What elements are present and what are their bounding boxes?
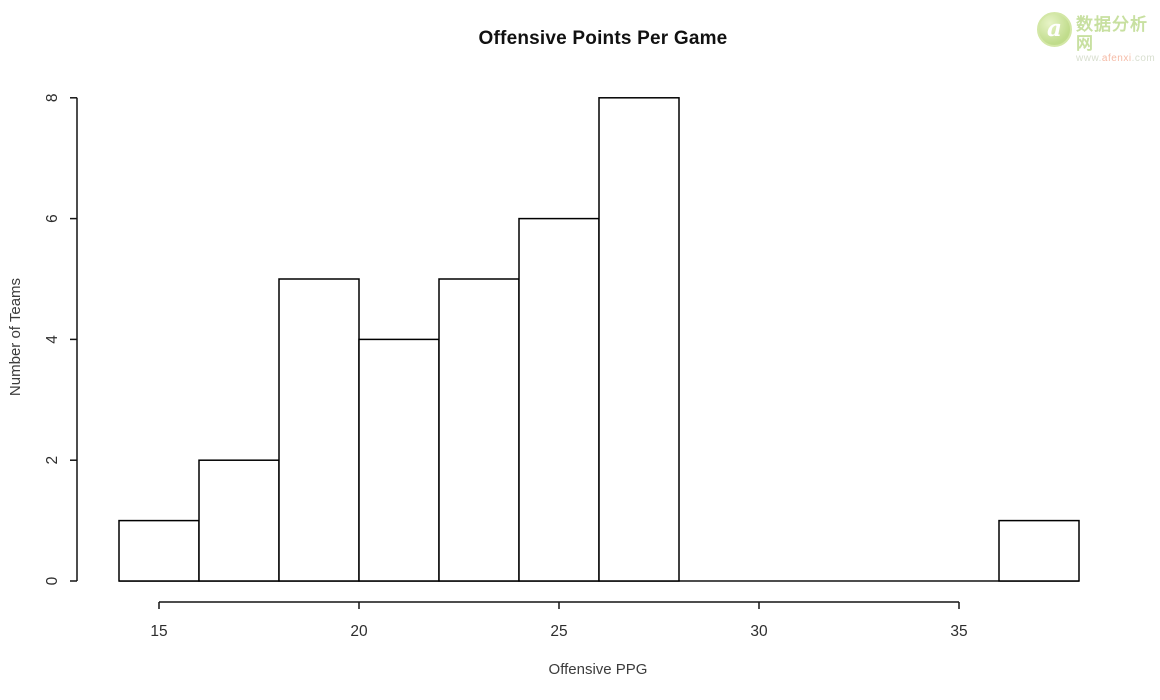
x-tick-label: 30 — [750, 623, 768, 640]
watermark-url-domain: afenxi — [1101, 53, 1132, 64]
histogram-bar — [118, 519, 200, 582]
y-tick-label: 4 — [44, 335, 61, 344]
watermark-url-suffix: .com — [1131, 53, 1156, 64]
histogram-bar — [358, 338, 440, 582]
watermark: a 数据分析网 www.afenxi.com — [1037, 12, 1160, 65]
watermark-url: www.afenxi.com — [1076, 53, 1160, 65]
watermark-logo-icon: a — [1037, 12, 1072, 47]
y-tick-label: 8 — [44, 93, 61, 102]
chart-title: Offensive Points Per Game — [478, 28, 728, 49]
watermark-site-name: 数据分析网 — [1076, 15, 1148, 53]
x-tick-label: 25 — [550, 623, 567, 640]
x-tick-label: 20 — [350, 623, 368, 640]
y-tick-label: 0 — [44, 576, 61, 585]
histogram-bar — [998, 519, 1080, 582]
histogram-bar — [518, 217, 600, 582]
y-tick-label: 6 — [44, 214, 61, 223]
x-tick-label: 35 — [950, 623, 967, 640]
y-axis-label: Number of Teams — [7, 277, 24, 397]
x-tick-label: 15 — [150, 623, 167, 640]
y-tick-label: 2 — [44, 456, 61, 465]
watermark-url-prefix: www. — [1076, 53, 1102, 64]
histogram-bar — [438, 278, 520, 582]
watermark-text: 数据分析网 www.afenxi.com — [1076, 12, 1160, 65]
x-axis-label: Offensive PPG — [548, 661, 648, 678]
histogram-bar — [278, 278, 360, 582]
histogram-bar — [198, 459, 280, 582]
histogram-bar — [598, 97, 680, 582]
